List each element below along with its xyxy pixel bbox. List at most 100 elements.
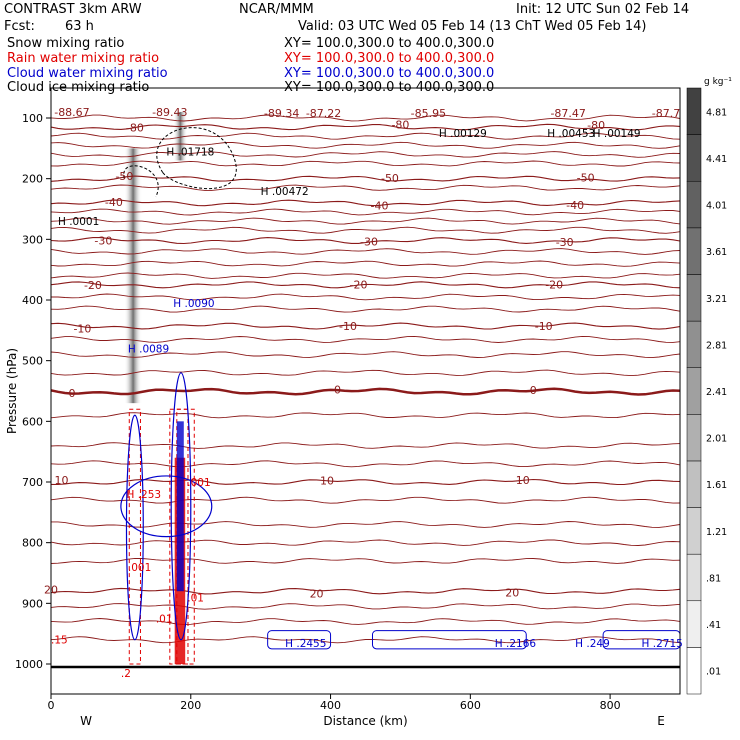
small-value-label: .001 bbox=[128, 562, 151, 574]
extremum-label: H .0089 bbox=[128, 344, 169, 356]
y-tick-label: 1000 bbox=[15, 658, 43, 671]
temperature-contour bbox=[51, 460, 680, 468]
temperature-contour bbox=[51, 208, 680, 216]
colorbar-segment bbox=[686, 180, 702, 229]
contour-label: 0 bbox=[530, 384, 537, 397]
colorbar-label: .01 bbox=[706, 667, 721, 678]
temperature-contour bbox=[51, 369, 680, 377]
contour-label: -80 bbox=[126, 122, 144, 135]
colorbar-segment bbox=[686, 87, 702, 135]
small-value-label: .01 bbox=[156, 614, 173, 626]
cloud-ice-contour bbox=[156, 127, 237, 190]
temperature-min-label: -85.95 bbox=[411, 107, 446, 120]
temperature-contour bbox=[51, 123, 680, 131]
contour-label: -50 bbox=[577, 171, 595, 184]
temperature-contour bbox=[51, 442, 680, 449]
x-axis-label: Distance (km) bbox=[323, 714, 407, 728]
extremum-label: H .00129 bbox=[439, 128, 487, 140]
contour-label: -50 bbox=[115, 170, 133, 183]
contour-label: 10 bbox=[320, 474, 334, 487]
extremum-label: H .00149 bbox=[593, 128, 641, 140]
contour-label: -40 bbox=[105, 196, 123, 209]
temperature-contour bbox=[51, 412, 680, 419]
small-value-label: .001 bbox=[187, 477, 210, 489]
extremum-label: H .2166 bbox=[495, 638, 537, 650]
temperature-contour bbox=[51, 281, 680, 289]
y-axis-label: Pressure (hPa) bbox=[5, 348, 19, 434]
extremum-label: H .2455 bbox=[285, 638, 326, 650]
valid-label: Valid: 03 UTC Wed 05 Feb 14 (13 ChT Wed … bbox=[298, 19, 647, 34]
fcst-label: Fcst: bbox=[4, 19, 35, 34]
contour-label: -20 bbox=[545, 279, 563, 292]
contour-label: 10 bbox=[54, 474, 68, 487]
contour-label: 0 bbox=[68, 387, 75, 400]
x-tick-label: 600 bbox=[460, 699, 481, 712]
small-value-label: .2 bbox=[121, 668, 131, 680]
temperature-contour bbox=[51, 636, 680, 644]
y-tick-label: 800 bbox=[22, 537, 43, 550]
small-value-label: .01 bbox=[187, 592, 204, 604]
temperature-contour bbox=[51, 199, 680, 207]
field-xy-rain: XY= 100.0,300.0 to 400.0,300.0 bbox=[284, 51, 495, 66]
colorbar-label: .81 bbox=[706, 573, 721, 584]
cloud-water-contour bbox=[170, 372, 192, 641]
temperature-contour bbox=[51, 618, 680, 625]
colorbar-segment bbox=[686, 367, 702, 415]
y-tick-label: 600 bbox=[22, 415, 43, 428]
contour-label: -80 bbox=[587, 119, 605, 132]
temperature-contour bbox=[51, 217, 680, 225]
temperature-min-label: -89.43 bbox=[152, 106, 187, 119]
x-tick-label: 200 bbox=[180, 699, 201, 712]
temperature-contour bbox=[51, 603, 680, 610]
extremum-label: H .01718 bbox=[166, 146, 214, 158]
colorbar-label: 2.81 bbox=[706, 340, 727, 351]
extremum-label: H .00453 bbox=[547, 128, 595, 140]
colorbar-label: 4.81 bbox=[706, 107, 727, 118]
colorbar-label: 1.61 bbox=[706, 480, 727, 491]
temperature-contour bbox=[51, 322, 680, 330]
cloud-water-core bbox=[176, 421, 184, 592]
temperature-contour bbox=[51, 151, 680, 158]
extremum-label: H .0001 bbox=[58, 216, 99, 228]
colorbar-label: 3.21 bbox=[706, 294, 727, 305]
extremum-label: H .249 bbox=[575, 638, 610, 650]
colorbar-unit: g kg⁻¹ bbox=[704, 77, 732, 87]
west-label: W bbox=[80, 714, 92, 728]
temperature-contour bbox=[51, 160, 680, 167]
temperature-contour bbox=[51, 260, 680, 267]
temperature-contour bbox=[51, 114, 680, 122]
colorbar-label: 1.21 bbox=[706, 527, 727, 538]
field-name-rain: Rain water mixing ratio bbox=[7, 51, 160, 66]
contour-label: -50 bbox=[381, 172, 399, 185]
temperature-contour bbox=[51, 293, 680, 301]
colorbar-segment bbox=[686, 320, 702, 368]
contour-label: 10 bbox=[516, 474, 530, 487]
contour-label: -40 bbox=[566, 199, 584, 212]
y-tick-label: 300 bbox=[22, 233, 43, 246]
small-value-label: .15 bbox=[51, 635, 68, 647]
colorbar-label: 4.41 bbox=[706, 154, 727, 165]
x-tick-label: 0 bbox=[48, 699, 55, 712]
contour-label: -20 bbox=[84, 279, 102, 292]
colorbar-segment bbox=[686, 460, 702, 508]
cloud-ice-contour bbox=[123, 165, 159, 198]
colorbar-segment bbox=[686, 227, 702, 275]
contour-label: -80 bbox=[391, 119, 409, 132]
temperature-contour bbox=[51, 184, 680, 191]
temperature-contour bbox=[51, 305, 680, 313]
title-left: CONTRAST 3km ARW bbox=[4, 2, 142, 17]
y-tick-label: 500 bbox=[22, 355, 43, 368]
temperature-contour bbox=[51, 272, 680, 279]
contour-label: 20 bbox=[505, 587, 519, 600]
y-tick-label: 700 bbox=[22, 476, 43, 489]
temperature-contour bbox=[51, 226, 680, 234]
contour-label: -20 bbox=[350, 279, 368, 292]
y-tick-label: 400 bbox=[22, 294, 43, 307]
colorbar-segment bbox=[686, 647, 702, 695]
temperature-contour bbox=[51, 478, 680, 486]
temperature-contour bbox=[51, 557, 680, 564]
colorbar-label: 4.01 bbox=[706, 201, 727, 212]
temperature-min-label: -89.34 bbox=[264, 107, 299, 120]
cloud-water-contour bbox=[371, 630, 527, 650]
